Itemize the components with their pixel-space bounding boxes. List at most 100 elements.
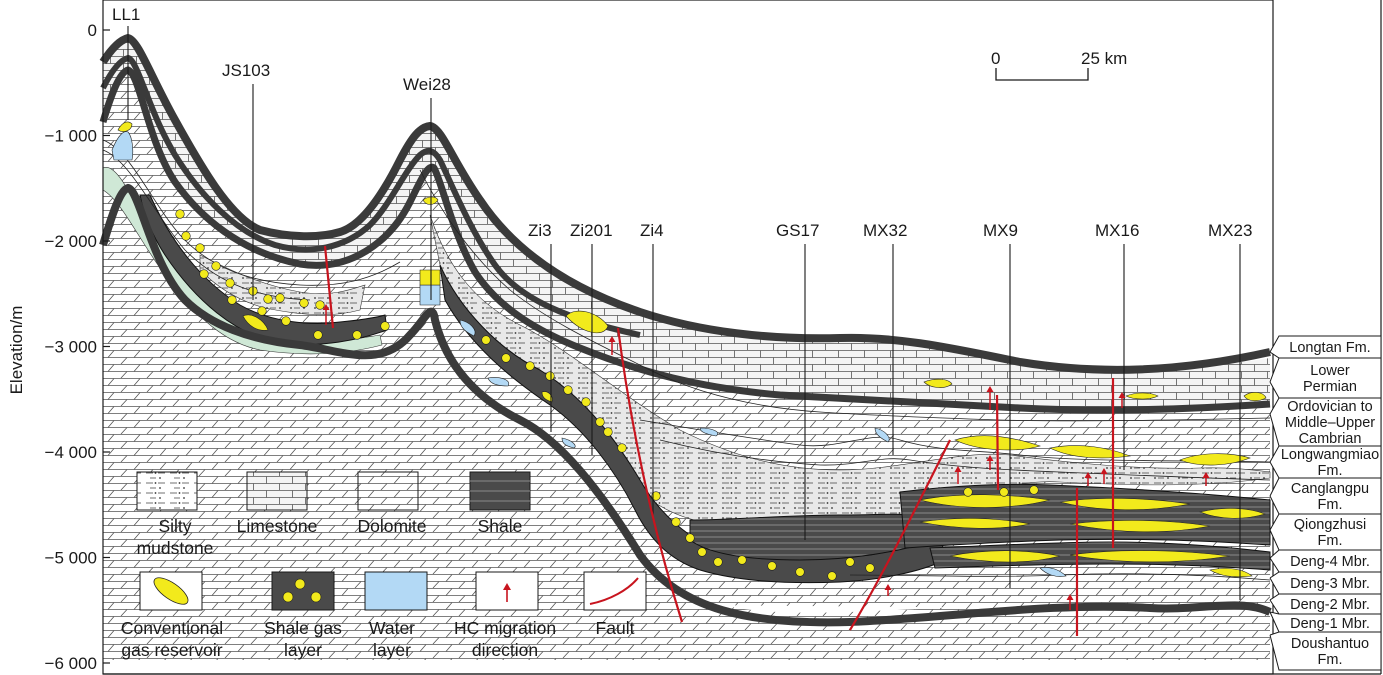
conventional-gas-reservoir [949,550,1061,563]
conventional-gas-reservoir [1059,498,1191,511]
shale-gas-dot [211,261,221,271]
shale-gas-dot [795,567,805,577]
legend-label-water-layer: layer [373,640,411,660]
shale-gas-dot [767,561,777,571]
shale-gas-dot [617,443,627,453]
conventional-gas-reservoir [541,391,553,403]
shale-gas-dot [227,295,237,305]
hc-migration-arrowhead [884,584,892,590]
hc-migration-arrowhead [1118,392,1126,398]
hc-migration-arrowhead [954,466,962,472]
legend-label-silty-mudstone: Silty [158,516,191,536]
shale-gas-dot [845,557,855,567]
formation-label: Deng-3 Mbr. [1269,571,1382,595]
hc-migration-arrowhead [1084,472,1092,478]
conventional-gas-reservoir [419,269,441,286]
well-label: Zi3 [528,221,552,240]
shale-gas-dot [563,385,573,395]
formation-text: Qiongzhusi [1294,517,1367,533]
shale-gas-dot [963,487,973,497]
shale-horizon-base [99,183,1272,627]
legend-swatch-water-layer [364,571,428,611]
conventional-gas-reservoir [1199,508,1266,519]
shale-gas-dot [263,294,273,304]
lower-permian-limestone [103,38,1270,411]
shale-gas-dot [175,209,185,219]
shale-horizon-longtan [99,66,1271,414]
well-lines [127,26,1241,600]
legend-swatch-shale-gas-layer [271,571,335,611]
conventional-gas-reservoir [1209,568,1253,578]
shale-gas-dot [685,533,695,543]
formation-text: Deng-3 Mbr. [1290,576,1370,592]
formation-text: Doushantuo [1291,636,1369,652]
shale-gas-dot [545,371,555,381]
formation-text: Ordovician to [1287,399,1372,415]
conventional-gas-reservoir [565,310,609,334]
conventional-gas-reservoir [1125,392,1159,400]
shale-horizon-upper [100,54,641,338]
conventional-gas-reservoir [1243,392,1267,402]
legend-label-fault: Fault [596,618,635,638]
legend-swatch-limestone [246,471,308,511]
shale-horizon-top [99,33,1271,374]
formation-text: Fm. [1318,463,1343,479]
shale-gas-dot [281,316,291,326]
y-axis: 0 −1 000 −2 000 −3 000 −4 000 −5 000 −6 000 [45,21,110,673]
well-label: MX16 [1095,221,1139,240]
formation-text: Fm. [1318,533,1343,549]
shale-gas-dot [181,231,191,241]
formation-text: Longtan Fm. [1289,340,1370,356]
water-layer [1039,567,1067,577]
water-layer [561,437,576,449]
shale-gas-dot [671,517,681,527]
silty-mudstone-left [199,254,366,316]
shale-gas-dot [199,269,209,279]
hc-migration-arrowhead [1202,472,1210,478]
well-labels: LL1 JS103 Wei28 Zi3 Zi201 Zi4 GS17 MX32 MX9 MX16 M… [112,5,1252,240]
scale-bar-end: 25 km [1081,49,1127,68]
hc-migration-arrowhead [1066,594,1074,600]
legend-label-dolomite: Dolomite [357,516,426,536]
formation-text: Deng-1 Mbr. [1290,616,1370,632]
legend-label-conventional-gas-reservoir: gas reservoir [121,640,222,660]
shale-gas-dot [299,298,309,308]
hc-migration-arrowhead [986,455,994,461]
conventional-gas-reservoir [242,314,269,331]
shale-gas-dot [313,330,323,340]
hc-migration-arrowhead [608,336,616,342]
shale-gas-dot [827,571,837,581]
y-tick-label: −5 000 [45,549,97,568]
water-layer [459,319,476,337]
water-layer [419,284,441,306]
conventional-gas-reservoir [1069,550,1231,563]
water-layer [487,377,510,387]
legend-swatch-hc-migration-direction [475,571,539,611]
shale-gas-dot [1029,485,1039,495]
well-label: GS17 [776,221,819,240]
well-label: Zi201 [570,221,613,240]
water-layer [874,427,890,443]
shale-gas-dot [713,557,723,567]
conventional-gas-reservoir [1179,453,1251,466]
well-label: JS103 [222,61,270,80]
formation-text: Canglangpu [1291,481,1369,497]
formation-text: Lower [1310,363,1350,379]
legend-swatch-shale [469,471,531,511]
legend-label-conventional-gas-reservoir: Conventional [121,618,223,638]
fault-line-icon [589,577,639,605]
formation-label: Deng-4 Mbr. [1269,549,1382,573]
shale-gas-dot [315,300,325,310]
y-tick-label: −3 000 [45,338,97,357]
shale-gas-dot [501,353,511,363]
shale-gas-dot [697,547,707,557]
shale-gas-dot [999,487,1009,497]
water-layer [699,427,719,437]
shale-gas-dots [175,209,1039,581]
